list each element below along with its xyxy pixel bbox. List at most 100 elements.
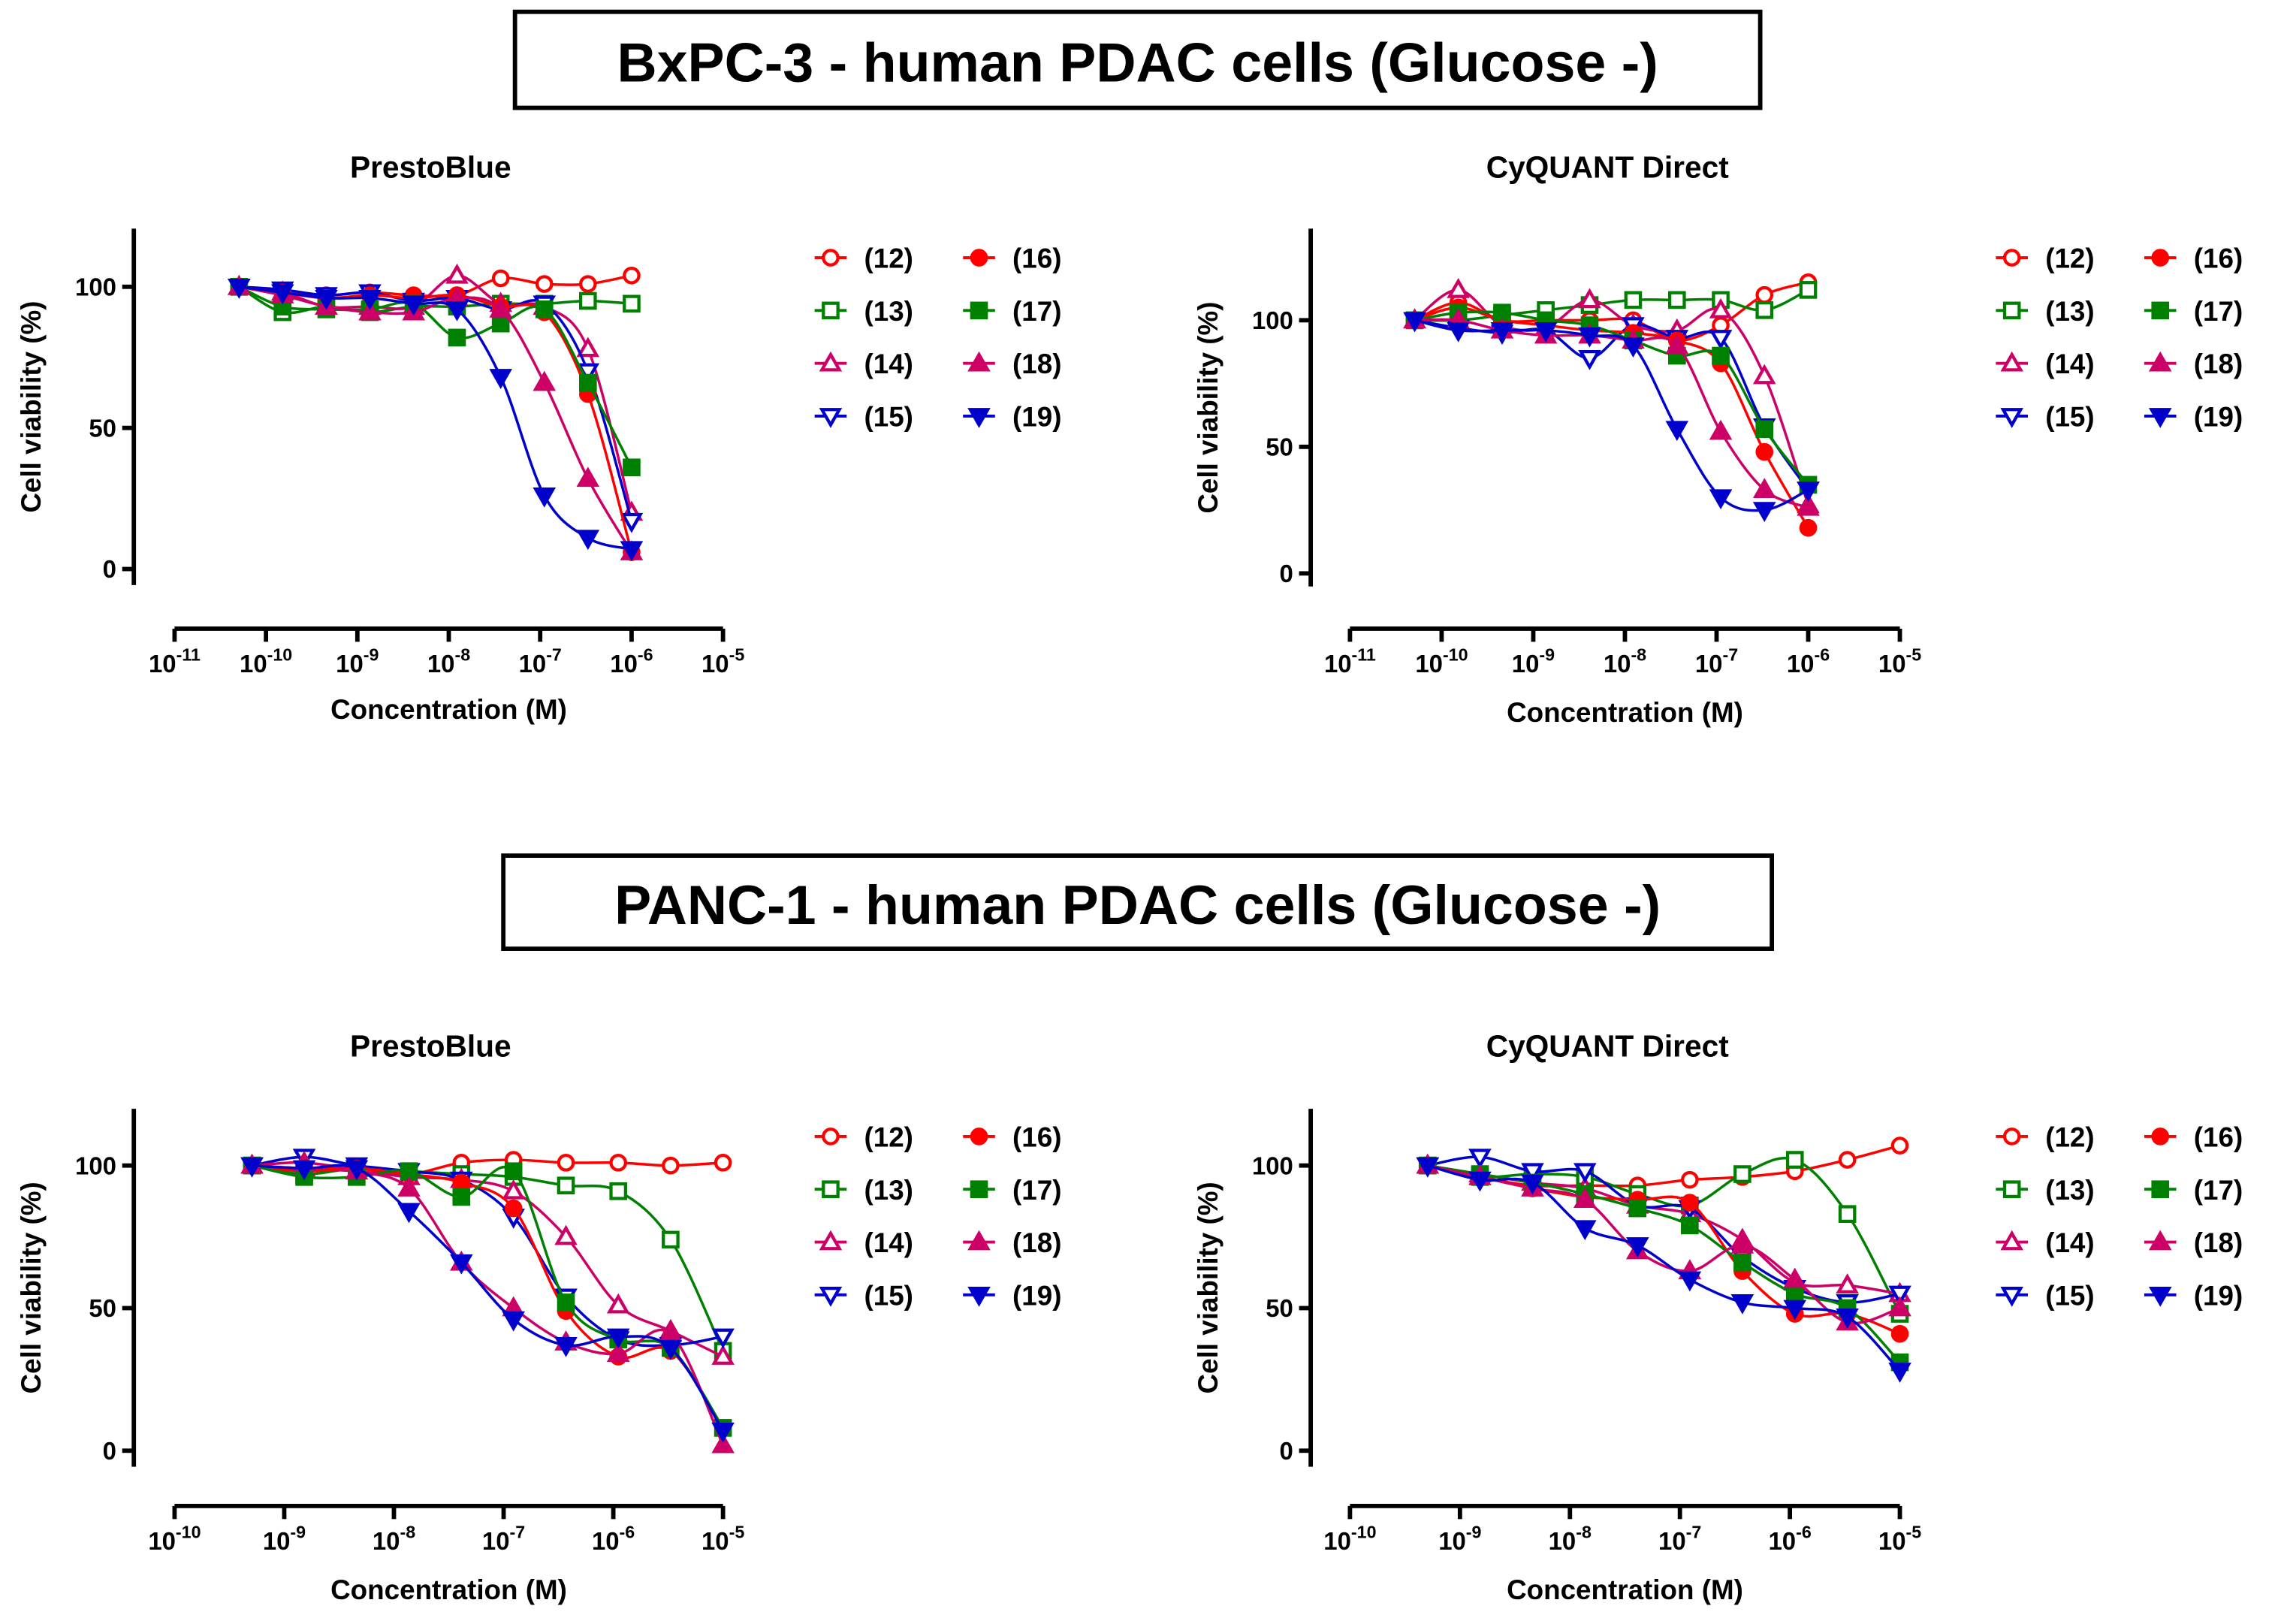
- filled-triangle-down-marker: [554, 1336, 578, 1357]
- filled-triangle-up-marker: [1752, 478, 1776, 498]
- x-tick-exponent: -9: [290, 1522, 306, 1541]
- filled-triangle-down-marker: [1447, 321, 1470, 343]
- filled-triangle-down-marker: [402, 295, 425, 316]
- filled-triangle-up-marker: [1783, 1267, 1807, 1288]
- x-tick-label: 10-6: [1768, 1522, 1811, 1554]
- filled-triangle-up-marker: [711, 1432, 735, 1453]
- x-tick-base: 10: [482, 1527, 510, 1555]
- open-circle-marker: [609, 1154, 628, 1172]
- legend-label: (15): [864, 402, 913, 433]
- filled-triangle-up-marker: [1665, 334, 1689, 354]
- fit-curve: [1427, 1164, 1901, 1325]
- legend-item: (19): [963, 402, 1061, 433]
- filled-circle-marker: [970, 249, 988, 267]
- legend-label: (13): [864, 296, 913, 327]
- fit-curve: [238, 285, 633, 469]
- y-tick-label: 100: [1252, 1152, 1293, 1179]
- legend: (12) (13) (14) (15) (16) (17) (18) (19): [814, 1121, 1061, 1311]
- legend-label: (17): [1012, 1175, 1061, 1206]
- open-circle-marker: [623, 266, 641, 285]
- open-triangle-up-marker: [1447, 277, 1470, 298]
- fit-curve: [238, 285, 633, 553]
- x-tick-exponent: -9: [1466, 1522, 1482, 1541]
- open-circle-marker: [1755, 285, 1774, 304]
- series-19: [1416, 1157, 1911, 1383]
- open-circle-marker: [2002, 1127, 2021, 1146]
- x-tick-exponent: -6: [638, 645, 653, 665]
- series-15: [1403, 312, 1820, 503]
- filled-triangle-down-marker: [1403, 312, 1426, 333]
- filled-triangle-down-marker: [1578, 327, 1601, 348]
- x-tick-label: 10-9: [336, 645, 379, 678]
- filled-square-marker: [578, 373, 597, 392]
- x-tick-exponent: -6: [1796, 1522, 1812, 1541]
- filled-circle-marker: [2151, 249, 2170, 267]
- fit-curve: [1414, 288, 1809, 322]
- legend-item: (14): [814, 1227, 913, 1258]
- x-tick-base: 10: [1323, 1527, 1351, 1555]
- x-tick-label: 10-7: [519, 645, 562, 678]
- filled-triangle-down-marker: [1626, 1237, 1649, 1257]
- legend-label: (15): [864, 1280, 913, 1311]
- filled-triangle-down-marker: [1678, 1271, 1702, 1292]
- x-tick-exponent: -5: [1906, 1522, 1922, 1541]
- fit-curve: [252, 1164, 725, 1432]
- x-tick-exponent: -5: [729, 1522, 745, 1541]
- legend-item: (16): [963, 1121, 1061, 1152]
- series-13: [243, 1156, 732, 1360]
- filled-circle-marker: [504, 1199, 523, 1218]
- open-circle-marker: [557, 1154, 575, 1172]
- x-tick-base: 10: [263, 1527, 291, 1555]
- filled-triangle-up-marker: [1888, 1296, 1911, 1317]
- legend-item: (17): [963, 1175, 1061, 1206]
- legend-label: (19): [2194, 402, 2243, 433]
- x-tick-label: 10-7: [482, 1522, 525, 1554]
- filled-triangle-down-marker: [2148, 1286, 2172, 1307]
- filled-circle-marker: [1799, 518, 1818, 537]
- filled-square-marker: [2151, 1180, 2170, 1199]
- series-15: [1416, 1149, 1911, 1315]
- x-tick-exponent: -5: [729, 645, 745, 665]
- filled-triangle-down-marker: [967, 408, 991, 428]
- x-tick-exponent: -7: [1722, 645, 1738, 665]
- open-triangle-up-marker: [1752, 364, 1776, 385]
- filled-square-marker: [970, 1180, 988, 1199]
- open-triangle-up-marker: [2000, 351, 2023, 372]
- filled-triangle-up-marker: [1709, 419, 1733, 440]
- legend-label: (15): [2045, 1280, 2094, 1311]
- y-tick-label: 50: [89, 1294, 116, 1322]
- y-axis-label: Cell viability (%): [16, 300, 47, 512]
- filled-circle-marker: [452, 1173, 471, 1192]
- filled-triangle-up-marker: [606, 1342, 630, 1363]
- legend-label: (19): [1012, 402, 1061, 433]
- open-triangle-up-marker: [711, 1345, 735, 1365]
- y-tick-label: 100: [75, 273, 116, 300]
- y-tick-label: 50: [1266, 1294, 1293, 1322]
- x-tick-base: 10: [1768, 1527, 1796, 1555]
- open-square-marker: [1785, 1151, 1804, 1169]
- filled-triangle-up-marker: [2148, 351, 2172, 372]
- open-triangle-up-marker: [1836, 1273, 1859, 1293]
- x-tick-label: 10-6: [1787, 645, 1830, 678]
- open-square-marker: [2002, 1180, 2021, 1199]
- x-tick-base: 10: [148, 1527, 176, 1555]
- filled-triangle-down-marker: [1709, 489, 1733, 510]
- legend-label: (16): [1012, 1121, 1061, 1152]
- fit-curve: [1427, 1155, 1900, 1304]
- x-tick-base: 10: [1878, 650, 1906, 678]
- x-tick-base: 10: [1658, 1527, 1686, 1555]
- open-circle-marker: [662, 1156, 680, 1175]
- open-square-marker: [1667, 291, 1686, 309]
- open-triangle-down-marker: [1573, 1163, 1597, 1184]
- x-tick-exponent: -8: [1576, 1522, 1592, 1541]
- filled-triangle-up-marker: [1730, 1233, 1754, 1254]
- y-tick-label: 50: [1266, 433, 1293, 460]
- legend-item: (14): [1996, 349, 2095, 379]
- open-triangle-down-marker: [1521, 1163, 1544, 1184]
- filled-triangle-up-marker: [967, 351, 991, 372]
- filled-square-marker: [491, 314, 510, 333]
- open-square-marker: [623, 294, 641, 313]
- x-tick-label: 10-5: [701, 1522, 744, 1554]
- open-triangle-down-marker: [1578, 350, 1601, 370]
- filled-triangle-down-marker: [315, 289, 338, 310]
